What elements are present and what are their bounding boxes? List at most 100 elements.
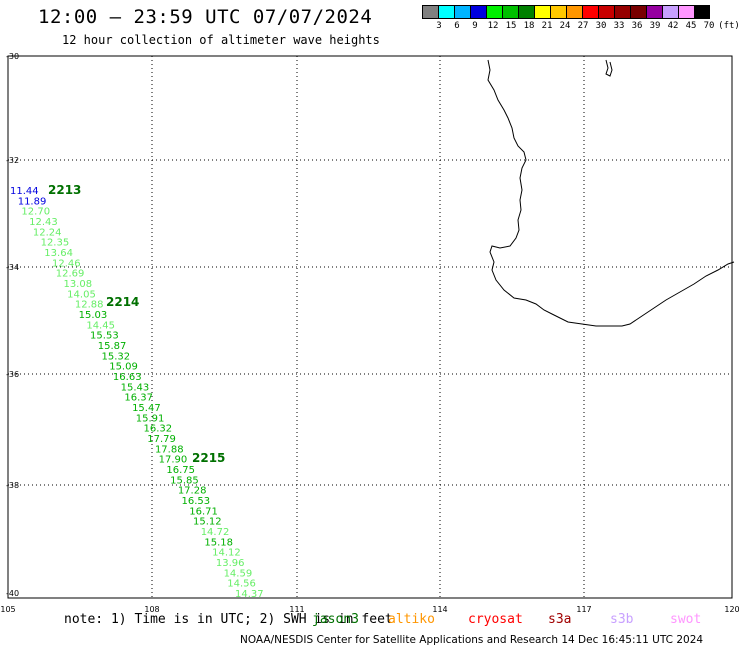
colorbar-swatch <box>422 5 438 19</box>
wave-height-value: 12.88 <box>75 300 104 311</box>
map-grid <box>8 56 732 598</box>
map-subtitle: 12 hour collection of altimeter wave hei… <box>62 33 380 47</box>
wave-height-value: 16.53 <box>182 496 211 507</box>
wave-height-value: 17.90 <box>159 455 188 466</box>
wave-height-value: 13.08 <box>63 279 92 290</box>
colorbar-swatch <box>502 5 518 19</box>
lat-label: -40 <box>6 589 19 598</box>
lon-label: 111 <box>289 605 304 614</box>
colorbar-swatch <box>646 5 662 19</box>
wave-height-value: 14.56 <box>227 579 256 590</box>
wave-height-colorbar <box>422 5 710 19</box>
lat-label: -34 <box>6 263 19 272</box>
colorbar-swatch <box>582 5 598 19</box>
colorbar-label: 27 <box>577 21 589 31</box>
colorbar-swatch <box>486 5 502 19</box>
colorbar-swatch <box>566 5 582 19</box>
wave-height-value: 14.59 <box>224 568 253 579</box>
colorbar-swatch <box>518 5 534 19</box>
colorbar-label: 21 <box>541 21 553 31</box>
colorbar-label: 36 <box>631 21 643 31</box>
colorbar-swatch <box>614 5 630 19</box>
colorbar-label: 3 <box>436 21 442 31</box>
colorbar-swatch <box>662 5 678 19</box>
wave-height-value: 17.79 <box>147 434 176 445</box>
colorbar-label: 39 <box>649 21 661 31</box>
wave-height-value: 12.43 <box>29 217 58 228</box>
coastline-path <box>487 59 735 327</box>
australia-coastline <box>487 59 735 327</box>
wave-height-value: 12.69 <box>56 269 85 280</box>
credit-line: NOAA/NESDIS Center for Satellite Applica… <box>240 634 704 646</box>
wave-height-value: 15.18 <box>204 537 233 548</box>
colorbar-label: 12 <box>487 21 499 31</box>
wave-height-value: 12.24 <box>33 227 62 238</box>
map-frame <box>7 55 733 599</box>
colorbar-labels: 3 6 9 12 15 18 21 24 27 30 33 36 39 42 45 70 (ft) <box>422 21 740 35</box>
colorbar-label: 42 <box>667 21 679 31</box>
wave-height-value: 12.70 <box>21 207 50 218</box>
wave-height-value: 16.75 <box>166 465 195 476</box>
wave-height-value: 15.03 <box>79 310 108 321</box>
colorbar-swatch <box>678 5 694 19</box>
colorbar-unit: (ft) <box>718 21 740 31</box>
lat-label: -38 <box>6 481 19 490</box>
island-path <box>605 59 613 77</box>
colorbar-label: 9 <box>472 21 478 31</box>
pass-number-label: 2214 <box>106 295 139 309</box>
colorbar-label: 6 <box>454 21 460 31</box>
wave-height-value: 12.35 <box>41 238 70 249</box>
lat-label: -36 <box>6 370 19 379</box>
wave-height-value: 16.71 <box>189 506 218 517</box>
wave-height-value: 17.28 <box>178 486 207 497</box>
wave-height-value: 13.64 <box>44 248 73 259</box>
wave-height-value: 15.12 <box>193 517 222 528</box>
wave-height-value: 15.53 <box>90 331 119 342</box>
wave-height-value: 16.37 <box>124 393 153 404</box>
satellite-legend-altiko: altiko <box>388 612 435 627</box>
satellite-legend-s3a: s3a <box>548 612 572 627</box>
wave-height-value: 16.32 <box>144 424 173 435</box>
wave-height-value: 14.45 <box>86 320 115 331</box>
wave-height-value: 11.44 <box>10 186 39 197</box>
satellite-legend-s3b: s3b <box>610 612 634 627</box>
colorbar-swatch <box>438 5 454 19</box>
colorbar-swatch <box>630 5 646 19</box>
colorbar-label: 70 <box>703 21 715 31</box>
axis-labels: -30 -32 -34 -36 -38 -40 105 108 111 114 117 120 <box>0 52 739 614</box>
colorbar-swatch <box>694 5 710 19</box>
lat-label: -32 <box>6 156 19 165</box>
lon-label: 120 <box>724 605 739 614</box>
wave-height-value: 14.05 <box>67 289 96 300</box>
satellite-legend-jason3: jason3 <box>312 612 359 627</box>
wave-height-value: 11.89 <box>18 196 47 207</box>
colorbar-label: 33 <box>613 21 625 31</box>
wave-height-value: 15.43 <box>121 382 150 393</box>
units-note: note: 1) Time is in UTC; 2) SWH is in fe… <box>64 612 393 627</box>
wave-height-value: 14.12 <box>212 548 241 559</box>
colorbar-swatch <box>534 5 550 19</box>
satellite-legend-swot: swot <box>670 612 702 627</box>
wave-height-value: 13.96 <box>216 558 245 569</box>
colorbar-swatch <box>550 5 566 19</box>
lon-label: 117 <box>576 605 591 614</box>
lon-label: 114 <box>432 605 447 614</box>
wave-height-value: 15.47 <box>132 403 161 414</box>
satellite-legend-cryosat: cryosat <box>468 612 523 627</box>
colorbar-swatch <box>454 5 470 19</box>
map-title: 12:00 – 23:59 UTC 07/07/2024 <box>38 6 373 28</box>
satellite-track: 11.4411.8912.7012.4312.2412.3513.6412.46… <box>10 183 264 600</box>
wave-height-value: 15.85 <box>170 475 199 486</box>
lon-label: 105 <box>0 605 15 614</box>
colorbar-label: 24 <box>559 21 571 31</box>
wave-height-value: 15.87 <box>98 341 127 352</box>
colorbar-swatch <box>470 5 486 19</box>
wave-height-value: 15.91 <box>136 413 165 424</box>
wave-height-value: 15.32 <box>101 351 130 362</box>
wave-height-value: 14.37 <box>235 589 264 600</box>
colorbar-swatch <box>598 5 614 19</box>
colorbar-label: 45 <box>685 21 697 31</box>
wave-height-value: 14.72 <box>201 527 230 538</box>
wave-height-value: 16.63 <box>113 372 142 383</box>
